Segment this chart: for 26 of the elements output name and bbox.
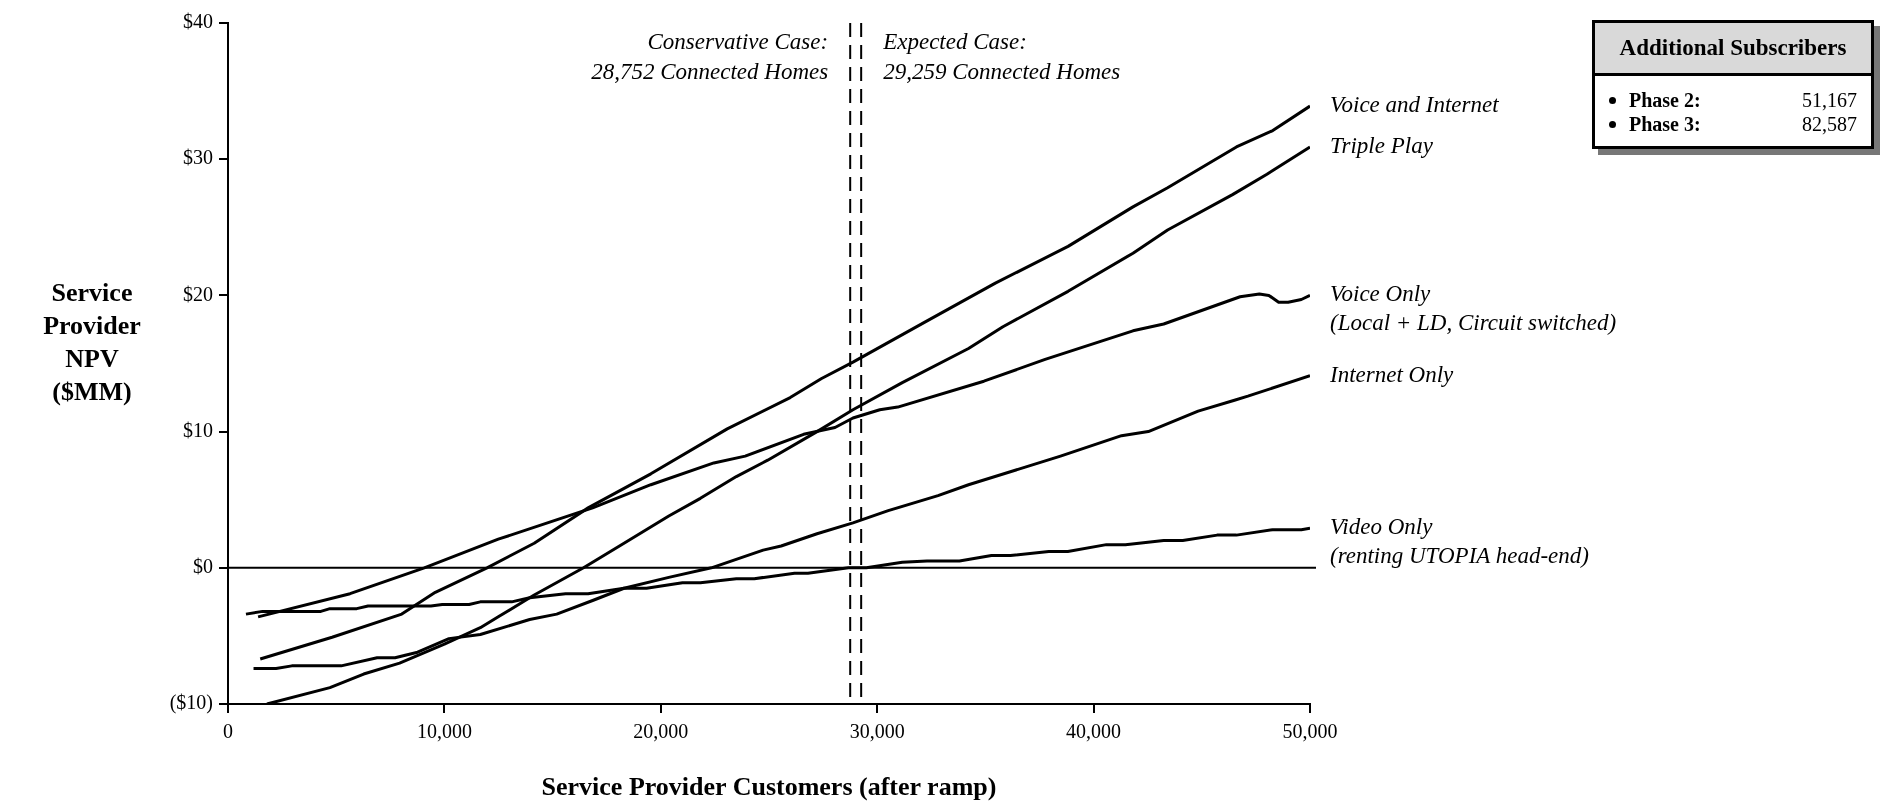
series-label: Voice and Internet [1330, 92, 1500, 118]
y-tick-label: $0 [193, 555, 213, 578]
y-tick-label: ($10) [169, 691, 213, 715]
text: Phase 3: [1629, 112, 1701, 136]
y-tick-label: $20 [183, 282, 213, 305]
x-tick-label: 50,000 [1282, 720, 1338, 743]
x-tick-label: 0 [223, 720, 233, 743]
series-label: Internet Only [1329, 361, 1455, 387]
series-label: Voice Only (Local + LD, Circuit switched) [1330, 281, 1617, 336]
y-tick-label: $40 [183, 10, 213, 33]
text: Phase 2: [1629, 88, 1701, 112]
ref-line-label: Expected Case: 29,259 Connected Homes [882, 29, 1121, 85]
x-tick-label: 40,000 [1066, 720, 1122, 743]
x-tick-label: 20,000 [633, 720, 689, 743]
y-tick-label: $10 [183, 418, 213, 441]
y-tick-label: $30 [183, 146, 213, 169]
y-axis-title: Service Provider NPV ($MM) [43, 277, 141, 406]
series-label: Triple Play [1330, 132, 1434, 158]
text: 82,587 [1802, 112, 1857, 136]
series-label: Video Only (renting UTOPIA head-end) [1330, 514, 1589, 569]
text: 51,167 [1802, 88, 1857, 112]
x-tick-label: 30,000 [849, 720, 905, 743]
ref-line-label: Conservative Case: 28,752 Connected Homes [591, 29, 829, 85]
x-axis-title: Service Provider Customers (after ramp) [541, 772, 997, 802]
x-tick-label: 10,000 [416, 720, 472, 743]
text: Additional Subscribers [1595, 23, 1871, 76]
